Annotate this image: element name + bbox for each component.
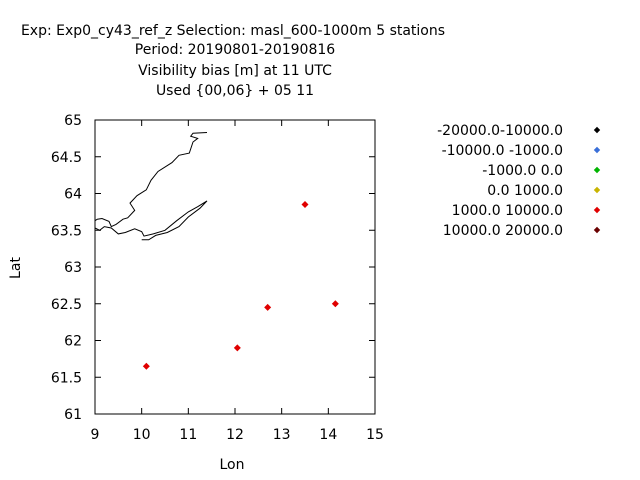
coastline-segment-2 [94, 200, 208, 241]
y-tick-label: 62 [64, 334, 82, 350]
y-tick-label: 63 [64, 260, 82, 276]
legend-label: -20000.0-10000.0 [437, 123, 563, 139]
legend-marker [593, 146, 601, 154]
data-point [142, 362, 150, 370]
x-tick-label: 15 [366, 427, 384, 443]
legend-label: -10000.0 -1000.0 [442, 143, 563, 159]
x-axis-ticks: 9 10 11 12 13 14 15 [91, 120, 384, 443]
x-tick-label: 9 [91, 427, 100, 443]
x-tick-label: 13 [273, 427, 291, 443]
legend-marker [593, 206, 601, 214]
chart-title-line-2: Period: 20190801-20190816 [135, 42, 335, 58]
data-point [331, 300, 339, 308]
legend-marker [593, 186, 601, 194]
y-tick-label: 62.5 [51, 297, 82, 313]
y-tick-label: 65 [64, 113, 82, 129]
legend: -20000.0-10000.0 -10000.0 -1000.0 -1000.0 … [437, 123, 601, 239]
y-tick-label: 64.5 [51, 150, 82, 166]
y-tick-label: 64 [64, 187, 82, 203]
chart-title-line-3: Visibility bias [m] at 11 UTC [138, 63, 332, 79]
legend-label: 10000.0 20000.0 [443, 223, 563, 239]
data-point [233, 344, 241, 352]
legend-marker [593, 226, 601, 234]
data-points [142, 201, 339, 370]
x-tick-label: 11 [179, 427, 197, 443]
x-tick-label: 12 [226, 427, 244, 443]
chart-title-line-1: Exp: Exp0_cy43_ref_z Selection: masl_600… [21, 23, 445, 39]
data-point [264, 303, 272, 311]
x-tick-label: 10 [133, 427, 151, 443]
x-axis-label: Lon [220, 457, 245, 473]
chart-title-line-4: Used {00,06} + 05 11 [156, 83, 314, 99]
data-point [301, 201, 309, 209]
y-axis-label: Lat [8, 257, 24, 279]
legend-label: 1000.0 10000.0 [452, 203, 563, 219]
plot-frame [94, 119, 376, 415]
y-tick-label: 61.5 [51, 370, 82, 386]
y-tick-label: 61 [64, 407, 82, 423]
y-tick-label: 63.5 [51, 223, 82, 239]
coastline-segment-1 [94, 132, 208, 228]
x-tick-label: 14 [319, 427, 337, 443]
legend-label: 0.0 1000.0 [487, 183, 563, 199]
y-axis-ticks: 61 61.5 62 62.5 63 63.5 64 64.5 65 [51, 113, 375, 423]
legend-marker [593, 126, 601, 134]
legend-label: -1000.0 0.0 [482, 163, 563, 179]
legend-marker [593, 166, 601, 174]
coastline [94, 132, 208, 241]
